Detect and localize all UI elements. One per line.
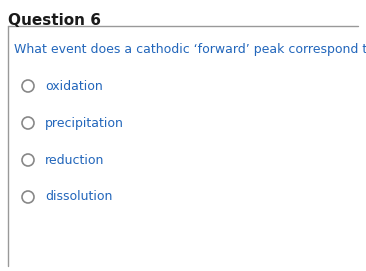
Circle shape xyxy=(22,191,34,203)
Text: dissolution: dissolution xyxy=(45,191,112,204)
Text: Question 6: Question 6 xyxy=(8,13,101,28)
Text: precipitation: precipitation xyxy=(45,117,124,130)
Text: oxidation: oxidation xyxy=(45,79,103,92)
Text: reduction: reduction xyxy=(45,153,104,166)
Circle shape xyxy=(22,117,34,129)
Text: What event does a cathodic ‘forward’ peak correspond to?: What event does a cathodic ‘forward’ pea… xyxy=(14,43,366,56)
Circle shape xyxy=(22,154,34,166)
Circle shape xyxy=(22,80,34,92)
